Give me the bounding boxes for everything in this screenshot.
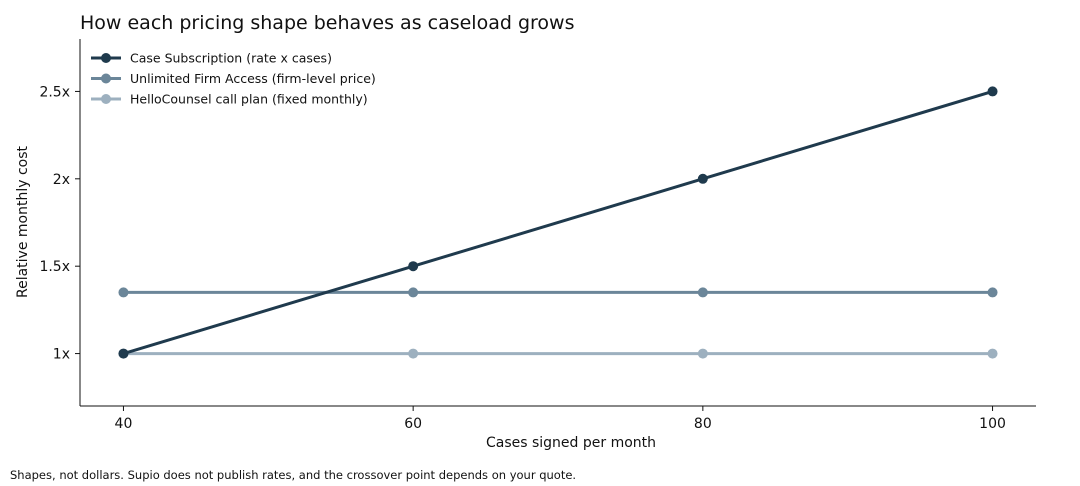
legend-swatch-marker	[101, 53, 111, 63]
data-point	[408, 348, 419, 359]
data-point	[697, 173, 708, 184]
legend-label: HelloCounsel call plan (fixed monthly)	[130, 92, 368, 107]
legend-label: Case Subscription (rate x cases)	[130, 51, 332, 66]
series-3	[118, 348, 998, 359]
data-point	[697, 287, 708, 298]
axes	[79, 39, 1036, 407]
data-point	[118, 287, 129, 298]
y-tick-label: 1x	[53, 347, 70, 363]
data-point	[697, 348, 708, 359]
legend-item: HelloCounsel call plan (fixed monthly)	[91, 92, 368, 107]
data-point	[987, 287, 998, 298]
series-2	[118, 287, 998, 298]
series-layer	[118, 86, 998, 359]
y-tick-label: 1.5x	[39, 259, 70, 275]
data-point	[987, 348, 998, 359]
y-axis-label: Relative monthly cost	[15, 145, 31, 298]
x-axis-label: Cases signed per month	[486, 435, 656, 451]
x-tick-label: 100	[979, 416, 1006, 432]
data-point	[118, 348, 129, 359]
chart-title: How each pricing shape behaves as caselo…	[80, 12, 574, 34]
y-tick-label: 2x	[53, 172, 70, 188]
series-line	[122, 89, 994, 356]
x-tick-label: 60	[404, 416, 422, 432]
legend-item: Case Subscription (rate x cases)	[91, 51, 332, 66]
data-point	[408, 261, 419, 272]
legend-item: Unlimited Firm Access (firm-level price)	[91, 71, 376, 86]
legend-label: Unlimited Firm Access (firm-level price)	[130, 71, 376, 86]
data-point	[408, 287, 419, 298]
x-tick-label: 80	[694, 416, 712, 432]
data-point	[987, 86, 998, 97]
y-ticks: 1x 1.5x 2x 2.5x	[39, 84, 80, 363]
y-tick-label: 2.5x	[39, 84, 70, 100]
x-tick-label: 40	[115, 416, 133, 432]
x-ticks: 40 60 80 100	[115, 406, 1006, 432]
footnote: Shapes, not dollars. Supio does not publ…	[10, 468, 577, 482]
legend: Case Subscription (rate x cases) Unlimite…	[91, 51, 376, 107]
legend-swatch-marker	[101, 73, 111, 84]
legend-swatch-marker	[101, 94, 111, 104]
series-1	[118, 86, 998, 359]
